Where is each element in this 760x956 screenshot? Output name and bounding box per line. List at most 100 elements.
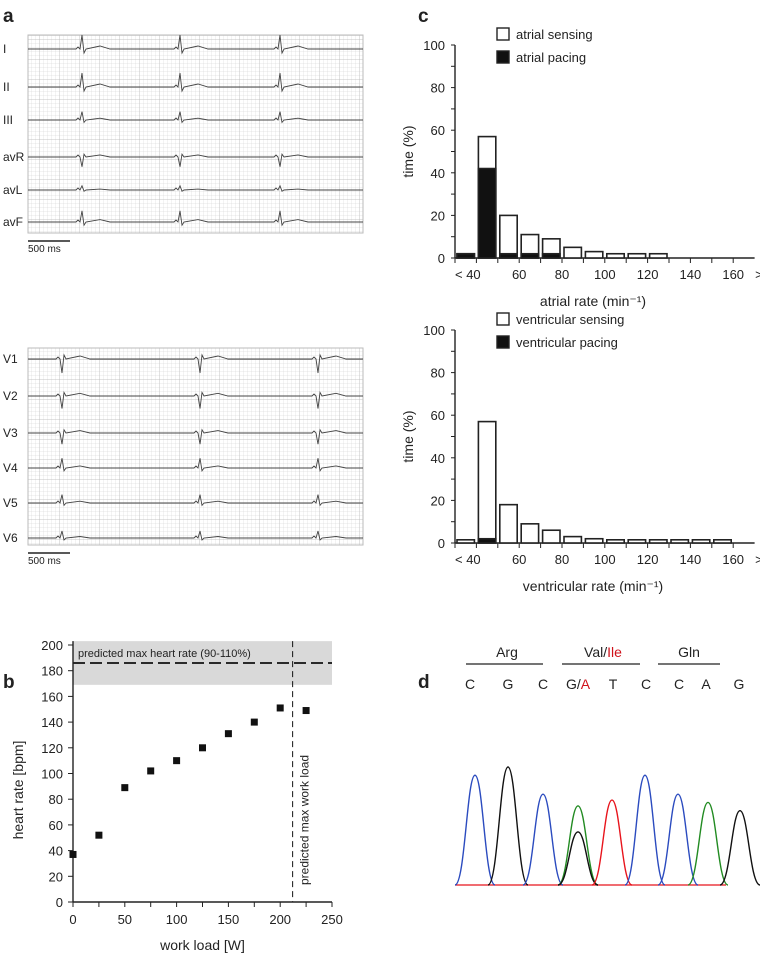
chromatogram-peak [557, 805, 599, 886]
panel-label-d: d [418, 672, 430, 693]
bar-pacing [498, 252, 518, 259]
x-tick-label: 120 [637, 552, 659, 567]
bar-sensing [498, 503, 518, 544]
x-tick-label: 150 [218, 912, 240, 927]
lead-label: V6 [3, 531, 18, 545]
y-axis-title: time (%) [400, 125, 416, 177]
y-tick-label: 60 [431, 123, 445, 138]
scale-bar-label: 500 ms [28, 556, 61, 567]
aa-part: Val [584, 644, 603, 660]
bar-sensing [477, 420, 497, 544]
x-tick-label: > [755, 552, 760, 567]
x-tick-label: 80 [555, 552, 569, 567]
x-tick-label: 100 [166, 912, 188, 927]
ecg-trace [28, 353, 363, 374]
panel-label-c: c [418, 6, 429, 27]
ecg-grid [27, 347, 364, 546]
y-tick-label: 20 [431, 208, 445, 223]
base-label: G [734, 676, 745, 692]
data-point [173, 757, 181, 765]
y-tick-label: 20 [49, 869, 63, 884]
x-tick-label: 60 [512, 552, 526, 567]
bar-sensing [648, 539, 668, 544]
y-tick-label: 80 [49, 792, 63, 807]
bar-sensing [584, 537, 604, 544]
x-tick-label: > [755, 267, 760, 282]
data-point [224, 730, 232, 738]
chromatogram-peak [591, 799, 633, 886]
ecg-trace [28, 72, 363, 93]
bar-sensing [456, 539, 476, 544]
y-tick-label: 180 [41, 664, 63, 679]
bar-sensing [541, 529, 561, 544]
y-tick-label: 120 [41, 741, 63, 756]
x-tick-label: < 40 [455, 267, 481, 282]
y-axis-title: time (%) [400, 410, 416, 462]
bar-sensing [498, 214, 518, 259]
legend-label: atrial pacing [516, 50, 586, 65]
bar-sensing [584, 250, 604, 259]
chromatogram-peak [557, 831, 599, 886]
y-axis-title: heart rate [bpm] [10, 741, 26, 840]
y-tick-label: 40 [49, 844, 63, 859]
ecg-trace [28, 34, 363, 55]
bar-pacing [477, 537, 497, 544]
bar-sensing [712, 539, 732, 544]
ecg-trace [28, 111, 363, 124]
legend-label: atrial sensing [516, 27, 593, 42]
y-tick-label: 0 [438, 536, 445, 551]
base-ref: G/ [566, 676, 581, 692]
bar-sensing [563, 535, 583, 544]
ecg-trace [28, 428, 363, 445]
x-tick-label: 160 [722, 552, 744, 567]
hline-label: predicted max heart rate (90-110%) [78, 648, 251, 660]
legend-swatch [496, 27, 510, 41]
x-tick-label: 100 [594, 267, 616, 282]
y-tick-label: 40 [431, 166, 445, 181]
lead-label: avF [3, 215, 23, 229]
x-tick-label: 140 [680, 552, 702, 567]
lead-label: I [3, 42, 6, 56]
lead-label: V1 [3, 352, 18, 366]
y-tick-label: 200 [41, 638, 63, 653]
chromatogram-peak [719, 809, 760, 886]
x-axis-title: work load [W] [159, 937, 245, 953]
base-mut: A [581, 676, 591, 692]
amino-acid-label: Arg [496, 644, 518, 660]
scale-bar-label: 500 ms [28, 244, 61, 255]
data-point [302, 707, 310, 715]
base-label: G/A [566, 676, 591, 692]
amino-acid-label: Gln [678, 644, 700, 660]
data-point [250, 718, 258, 726]
ecg-trace [28, 390, 363, 409]
base-label: C [538, 676, 548, 692]
y-tick-label: 100 [423, 323, 445, 338]
y-tick-label: 80 [431, 366, 445, 381]
y-tick-label: 100 [41, 767, 63, 782]
bar-pacing [520, 252, 540, 259]
x-tick-label: 120 [637, 267, 659, 282]
bar-sensing [605, 539, 625, 544]
bar-sensing [605, 252, 625, 259]
y-tick-label: 60 [49, 818, 63, 833]
chromatogram-peak [624, 774, 666, 886]
legend-label: ventricular pacing [516, 335, 618, 350]
amino-acid-label: Val/Ile [584, 644, 622, 660]
x-axis-title: atrial rate (min⁻¹) [540, 293, 646, 309]
base-label: C [465, 676, 475, 692]
ecg-trace [28, 210, 363, 227]
data-point [69, 850, 77, 858]
base-label: G [503, 676, 514, 692]
bar-sensing [627, 539, 647, 544]
y-tick-label: 20 [431, 493, 445, 508]
lead-label: V3 [3, 426, 18, 440]
y-tick-label: 60 [431, 408, 445, 423]
panel-label-b: b [3, 672, 15, 693]
bar-sensing [563, 246, 583, 259]
legend-swatch [496, 312, 510, 326]
lead-label: avL [3, 183, 23, 197]
ecg-trace [28, 184, 363, 192]
x-tick-label: 0 [69, 912, 76, 927]
legend-swatch [496, 335, 510, 349]
